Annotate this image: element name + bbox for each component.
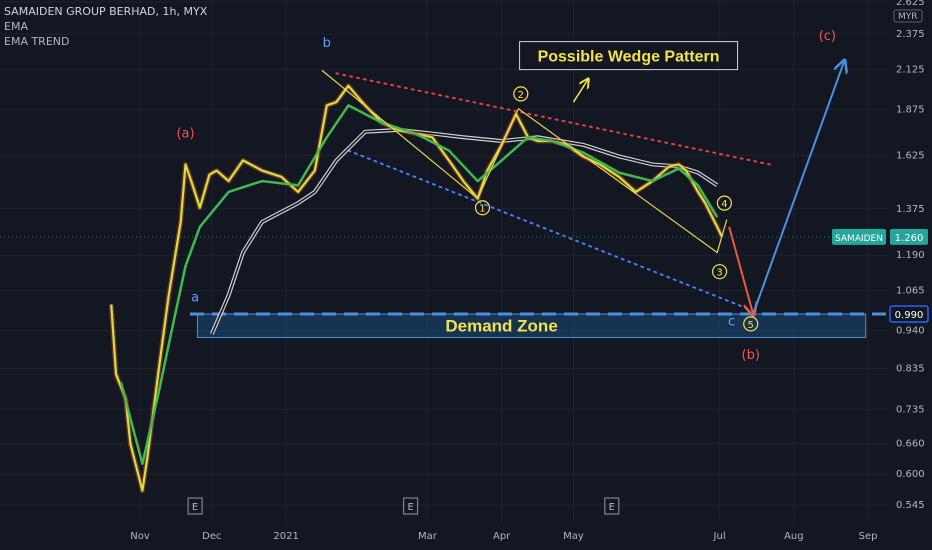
currency-label: MYR [898,12,918,22]
y-tick-label: 0.660 [896,439,925,450]
projection-up-arrow [752,61,844,315]
earnings-marker-label: E [192,502,198,513]
earnings-marker-box [604,497,620,515]
wave-number-circle [474,200,491,216]
x-tick-label: 2021 [273,531,298,542]
symbol-badge [832,228,886,245]
wave-label: (c) [819,29,836,44]
chart-legend: SAMAIDEN GROUP BERHAD, 1h, MYX EMA EMA T… [4,4,207,49]
y-tick-label: 2.125 [896,65,925,76]
x-tick-label: Jul [713,531,726,542]
currency-box [893,9,923,23]
symbol-badge-label: SAMAIDEN [835,234,883,244]
legend-ema: EMA [4,20,28,33]
wave-number-label: 3 [716,268,722,279]
wave-label: b [323,36,331,51]
wave-number-label: 2 [518,90,524,101]
x-tick-label: Sep [859,531,878,542]
wave-number-label: 1 [479,204,485,215]
wave-number-circle [743,316,759,332]
earnings-marker-box [403,497,419,515]
demand-zone-label: Demand Zone [445,317,557,336]
y-tick-label: 0.835 [896,363,925,374]
wave-label: (b) [742,348,760,363]
x-tick-label: May [563,531,584,542]
wave-count-lines [321,69,728,254]
y-tick-label: 0.600 [896,469,925,480]
wedge-support-line [347,149,755,312]
x-tick-label: Dec [202,531,221,542]
earnings-marker-box [187,497,203,515]
wave-label: (a) [176,126,194,141]
x-tick-label: Aug [784,531,804,542]
x-tick-label: Mar [418,531,438,542]
level-badge-label: 0.990 [895,310,924,321]
wedge-callout-arrow [572,80,587,103]
ema-line [119,104,719,465]
last-price-value: 1.260 [895,233,924,244]
y-tick-label: 1.875 [896,105,925,116]
y-tick-label: 1.625 [896,150,925,161]
y-tick-label: 0.545 [896,500,925,511]
y-tick-label: 1.065 [896,286,925,297]
ema-trend-line-inner [211,129,718,335]
wave-number-circle [716,195,732,211]
wave-number-circle [513,86,529,102]
x-tick-label: Nov [130,531,150,542]
y-tick-label: 0.735 [896,404,925,415]
wave-label: a [191,290,199,305]
y-tick-label: 1.190 [896,250,925,261]
x-tick-label: Apr [493,531,511,542]
y-tick-label: 1.375 [896,204,925,215]
last-price-badge [890,228,928,245]
y-tick-label: 0.940 [896,326,925,337]
y-tick-label: 2.375 [896,29,925,40]
wedge-label-box [519,41,739,71]
earnings-marker-label: E [407,502,413,513]
wave-label: c [728,315,735,330]
level-badge [889,305,929,323]
earnings-marker-label: E [609,502,615,513]
projection-down-arrow [728,226,753,314]
wave-number-label: 4 [721,199,727,210]
wave-number-circle [711,264,728,280]
legend-ema-trend: EMA TREND [4,35,70,48]
wave-number-label: 5 [748,320,754,331]
wedge-pattern-label: Possible Wedge Pattern [538,49,720,66]
y-tick-label: 2.625 [896,0,925,8]
legend-title: SAMAIDEN GROUP BERHAD, 1h, MYX [4,5,208,18]
